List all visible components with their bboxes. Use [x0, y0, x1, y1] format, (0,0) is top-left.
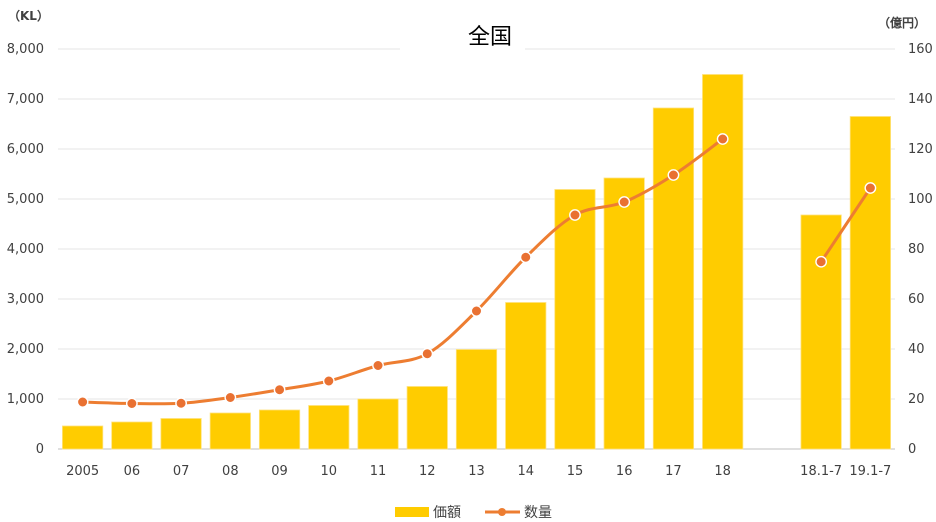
y-right-tick-label: 40	[908, 342, 925, 357]
line-point	[273, 383, 286, 396]
bar	[702, 74, 744, 450]
y-left-tick-label: 1,000	[7, 392, 44, 407]
y-axis-left: 0 1,000 2,000 3,000 4,000 5,000 6,000 7,000 8,00…	[7, 42, 44, 457]
line-point	[372, 359, 384, 372]
bar	[111, 421, 153, 450]
bar	[505, 302, 547, 450]
y-left-tick-label: 4,000	[7, 242, 44, 257]
bar	[308, 405, 350, 450]
x-tick-label: 16	[616, 464, 633, 479]
legend-bar-swatch	[395, 507, 429, 517]
y-right-tick-label: 80	[908, 242, 925, 257]
legend: 価額 数量	[395, 505, 552, 521]
x-tick-label: 10	[321, 464, 338, 479]
x-tick-label: 17	[665, 464, 682, 479]
y-right-tick-label: 120	[908, 142, 933, 157]
line-point	[175, 397, 187, 410]
y-left-tick-label: 2,000	[7, 342, 44, 357]
x-tick-label: 12	[419, 464, 436, 479]
legend-line-label: 数量	[524, 505, 552, 521]
line-point	[76, 396, 89, 408]
bar	[652, 107, 695, 450]
y-left-tick-label: 0	[36, 442, 44, 457]
line-point	[864, 182, 877, 194]
bar	[209, 412, 251, 450]
y-right-unit: （億円）	[878, 15, 926, 30]
legend-line-marker	[498, 508, 506, 516]
y-right-tick-label: 60	[908, 292, 925, 307]
line-point	[815, 255, 828, 268]
bar	[554, 189, 596, 450]
line-point	[667, 169, 680, 181]
y-left-tick-label: 3,000	[7, 292, 44, 307]
bar	[62, 425, 104, 450]
line-series	[76, 133, 877, 410]
chart-title: 全国	[468, 25, 512, 50]
line-point	[125, 397, 138, 410]
x-tick-label: 06	[124, 464, 141, 479]
line-point	[421, 347, 434, 360]
y-left-tick-label: 6,000	[7, 142, 44, 157]
x-tick-label: 07	[173, 464, 190, 479]
y-left-tick-label: 7,000	[7, 92, 44, 107]
x-tick-label: 15	[567, 464, 584, 479]
bar-series	[62, 74, 891, 450]
y-left-tick-label: 8,000	[7, 42, 44, 57]
x-tick-label: 13	[468, 464, 485, 479]
y-right-tick-label: 160	[908, 42, 933, 57]
bar	[406, 386, 448, 450]
bar	[160, 418, 202, 450]
x-tick-label: 18	[714, 464, 731, 479]
line-point	[569, 209, 581, 221]
bar	[357, 398, 399, 450]
legend-bar-label: 価額	[433, 505, 461, 521]
x-tick-label: 09	[271, 464, 288, 479]
line-point	[618, 196, 631, 208]
y-right-tick-label: 20	[908, 392, 925, 407]
x-tick-label: 2005	[66, 464, 99, 479]
x-tick-label: 18.1-7	[800, 464, 842, 479]
line-point	[519, 251, 532, 264]
line-point	[322, 375, 335, 387]
line-point	[224, 391, 237, 404]
y-left-unit: （KL）	[8, 8, 49, 23]
x-tick-label: 19.1-7	[849, 464, 891, 479]
y-right-tick-label: 100	[908, 192, 933, 207]
y-right-tick-label: 0	[908, 442, 916, 457]
y-left-tick-label: 5,000	[7, 192, 44, 207]
x-tick-label: 08	[222, 464, 239, 479]
line-point	[716, 133, 729, 145]
bar	[258, 409, 301, 450]
bar	[800, 214, 842, 450]
bar	[603, 177, 645, 450]
x-axis: 2005 06 07 08 09 10 11 12 13 14 15 16 17 18 18.1-7 19.1…	[66, 464, 891, 479]
line-path	[82, 137, 724, 406]
line-point	[470, 305, 483, 317]
x-tick-label: 14	[517, 464, 534, 479]
y-axis-right: 0 20 40 60 80 100 120 140 160	[908, 42, 933, 457]
x-tick-label: 11	[370, 464, 387, 479]
y-right-tick-label: 140	[908, 92, 933, 107]
bar	[849, 116, 891, 450]
title-background	[400, 22, 525, 52]
bar	[455, 349, 498, 450]
